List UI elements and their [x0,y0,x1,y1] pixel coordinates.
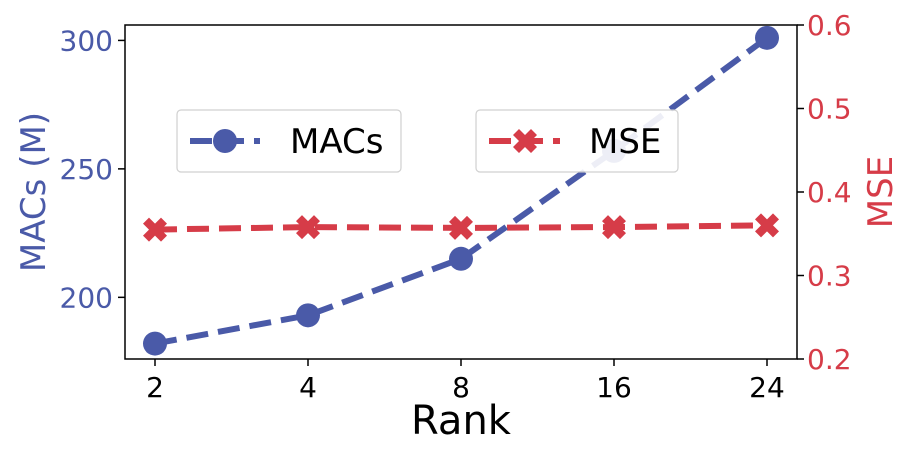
data-point-mse [449,215,473,240]
x-tick-label: 4 [299,371,317,404]
right-y-axis-ticks: 0.2 0.3 0.4 0.5 0.6 [797,9,852,376]
legend-macs-label: MACs [290,122,383,162]
x-tick-label: 2 [146,371,164,404]
left-y-axis-ticks: 200 250 300 [60,24,125,314]
x-axis-label: Rank [411,398,512,444]
y-left-axis-label: MACs (M) [14,112,54,272]
legend-mse-box [475,109,679,173]
x-axis-ticks: 2 4 8 16 24 [146,359,785,404]
y-left-tick-label: 300 [60,24,113,57]
plot-area [124,24,798,360]
y-right-tick-label: 0.5 [807,93,852,126]
x-tick-label: 8 [452,371,470,404]
data-point-macs [449,246,473,271]
series-line-macs [154,35,769,347]
legend-macs-box [176,109,402,173]
y-right-tick-label: 0.3 [807,260,852,293]
legend-mse-label: MSE [589,122,661,162]
data-point-mse [755,213,779,238]
data-point-mse [602,215,626,240]
data-point-mse [296,215,320,240]
y-right-axis-label: MSE [861,156,901,228]
legend-macs-marker [213,129,237,153]
y-right-tick-label: 0.6 [807,9,852,42]
data-point-mse [143,217,167,242]
legend-macs: MACs [176,109,402,173]
x-tick-label: 24 [749,371,785,404]
legend-mse: MSE [475,109,679,173]
data-point-macs [296,303,320,328]
y-left-tick-label: 200 [60,281,113,314]
data-point-macs [755,25,779,50]
y-right-tick-label: 0.4 [807,176,852,209]
y-right-tick-label: 0.2 [807,343,852,376]
x-tick-label: 16 [596,371,632,404]
legend-mse-marker [513,129,537,153]
data-point-macs [143,331,167,356]
y-left-tick-label: 250 [60,153,113,186]
series-mse [143,213,779,242]
